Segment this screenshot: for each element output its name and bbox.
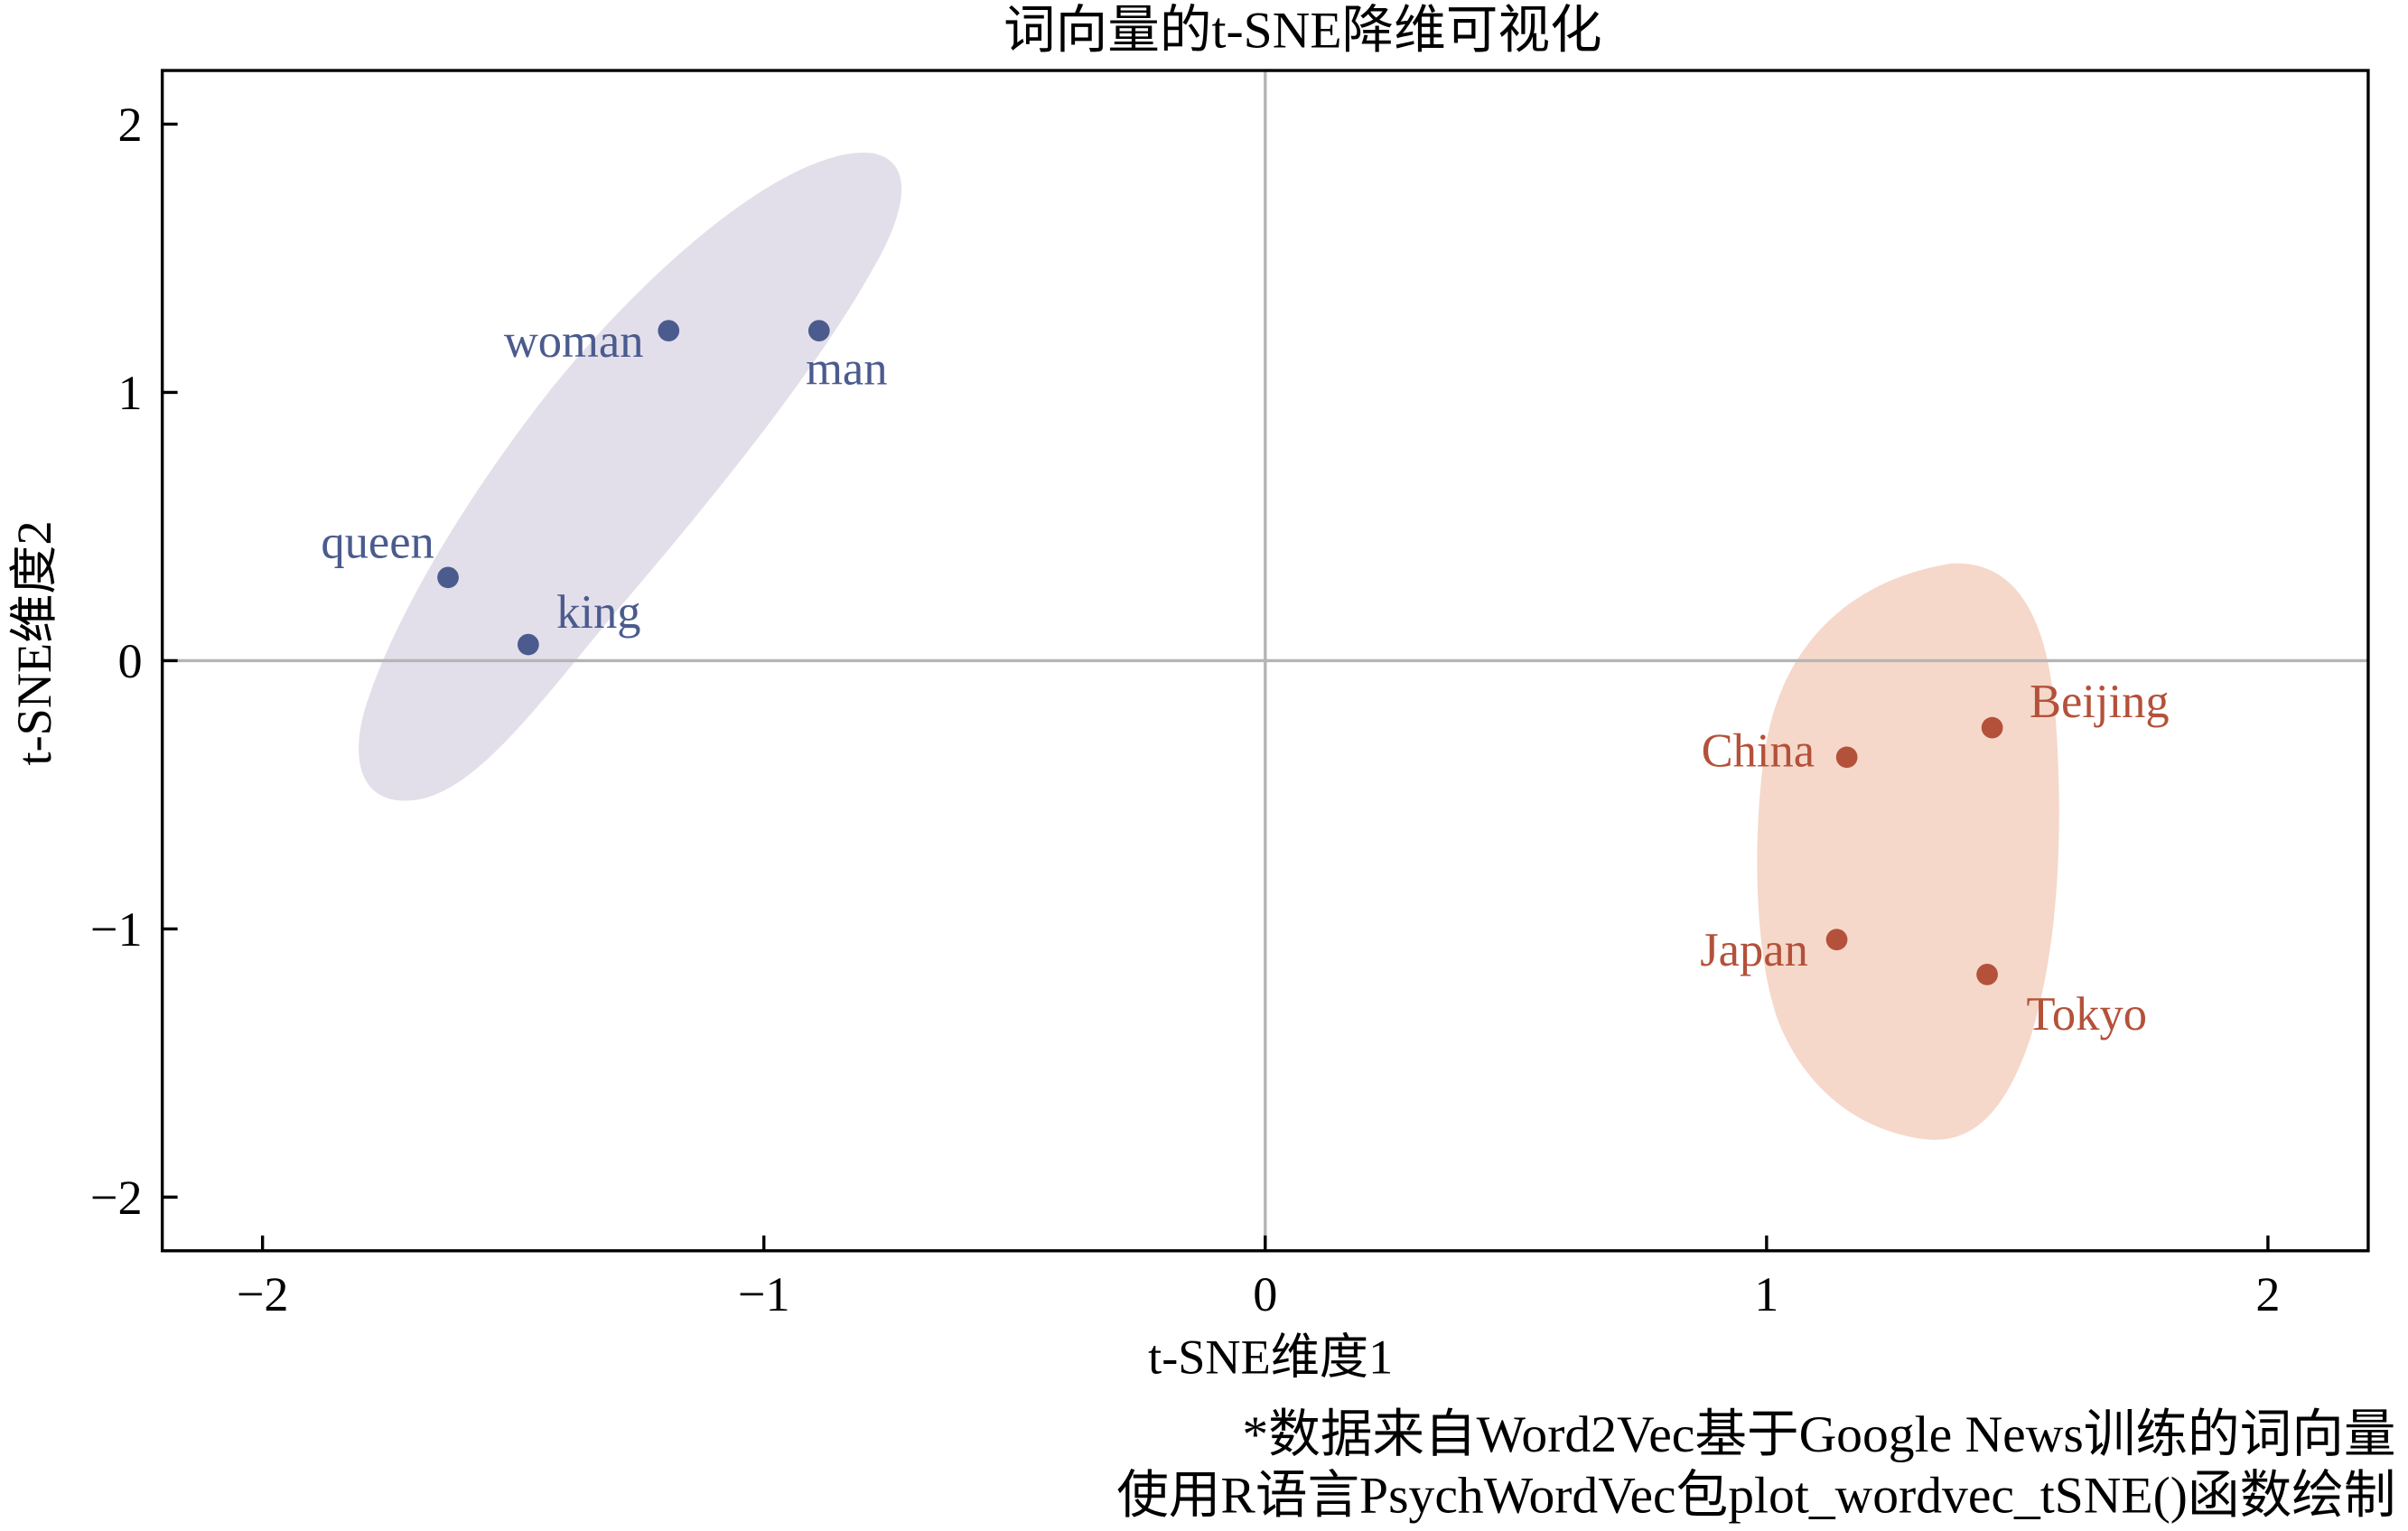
data-point-beijing xyxy=(1981,716,2003,739)
point-label-man: man xyxy=(806,342,887,395)
data-point-woman xyxy=(658,320,680,341)
data-point-tokyo xyxy=(1976,964,1998,985)
y-tick-label: −1 xyxy=(90,902,143,957)
point-label-japan: Japan xyxy=(1700,924,1808,976)
data-point-japan xyxy=(1825,929,1848,951)
y-tick-label: −2 xyxy=(90,1171,143,1225)
x-tick-label: 1 xyxy=(1754,1267,1778,1321)
x-axis-label: t-SNE维度1 xyxy=(1148,1330,1393,1384)
caption-line-2: 使用R语言PsychWordVec包plot_wordvec_tSNE()函数绘… xyxy=(1116,1468,2395,1525)
caption-line-1: *数据来自Word2Vec基于Google News训练的词向量 xyxy=(1242,1406,2395,1463)
point-label-tokyo: Tokyo xyxy=(2027,988,2147,1041)
y-tick-label: 2 xyxy=(118,98,143,152)
x-tick-label: −2 xyxy=(237,1267,289,1321)
point-labels: woman man queen king Beijing China Japan Tokyo xyxy=(321,315,2169,1041)
x-tick-label: 0 xyxy=(1253,1267,1277,1321)
point-label-china: China xyxy=(1702,724,1815,777)
data-point-queen xyxy=(437,566,459,589)
x-tick-label: −1 xyxy=(738,1267,790,1321)
x-tick-label: 2 xyxy=(2255,1267,2280,1321)
data-point-king xyxy=(517,633,539,656)
y-axis-label: t-SNE维度2 xyxy=(7,520,61,765)
data-point-man xyxy=(807,320,830,341)
x-axis-ticks: −2 −1 0 1 2 xyxy=(237,1235,2280,1321)
hull-group-1 xyxy=(359,152,902,801)
y-tick-label: 1 xyxy=(118,366,143,420)
hull-group-2 xyxy=(1757,563,2059,1140)
point-label-woman: woman xyxy=(504,315,644,368)
point-label-king: king xyxy=(556,586,640,639)
reference-lines xyxy=(162,70,2368,1251)
point-label-beijing: Beijing xyxy=(2030,676,2170,728)
y-axis-ticks: 2 1 0 −1 −2 xyxy=(90,98,178,1225)
chart-title: 词向量的t-SNE降维可视化 xyxy=(1003,3,1602,60)
data-points xyxy=(437,320,2003,985)
point-label-queen: queen xyxy=(321,516,434,568)
data-point-china xyxy=(1835,746,1858,769)
y-tick-label: 0 xyxy=(118,634,143,688)
